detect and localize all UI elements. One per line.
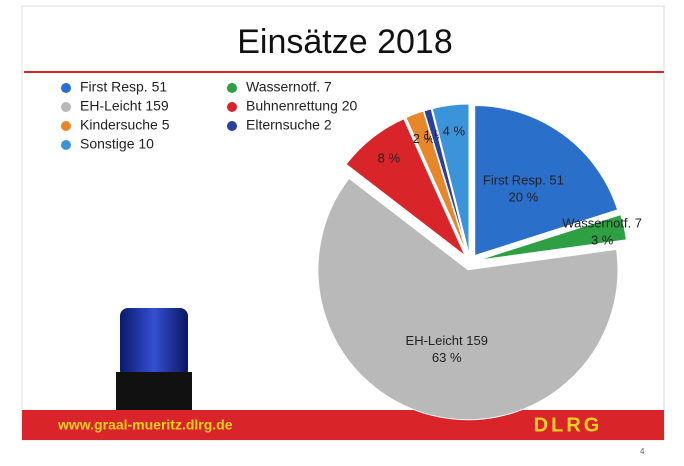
- page-number: 4: [640, 447, 645, 456]
- slice-percent: 3 %: [591, 233, 614, 248]
- slide: Einsätze 2018 www.graal-mueritz.dlrg.de …: [0, 0, 684, 461]
- legend-label: EH-Leicht 159: [80, 98, 169, 114]
- beacon: [116, 308, 192, 412]
- legend-label: Buhnenrettung 20: [246, 98, 358, 114]
- slice-percent: 20 %: [509, 189, 539, 204]
- legend-label: Elternsuche 2: [246, 117, 332, 133]
- slice-percent: 8 %: [378, 151, 401, 166]
- slice-label: First Resp. 51: [483, 172, 564, 187]
- legend-marker: [61, 121, 71, 131]
- chart-title: Einsätze 2018: [237, 23, 453, 61]
- legend-marker: [227, 121, 237, 131]
- legend-label: Wassernotf. 7: [246, 79, 332, 95]
- slice-percent: 63 %: [432, 350, 462, 365]
- legend-marker: [61, 102, 71, 112]
- legend-label: Sonstige 10: [80, 136, 154, 152]
- legend-marker: [61, 140, 71, 150]
- legend-marker: [61, 83, 71, 93]
- slice-percent: 4 %: [443, 123, 466, 138]
- footer-url: www.graal-mueritz.dlrg.de: [57, 417, 233, 433]
- slice-label: Wassernotf. 7: [562, 216, 642, 231]
- legend-label: First Resp. 51: [80, 79, 167, 95]
- legend-marker: [227, 102, 237, 112]
- slice-label: EH-Leicht 159: [406, 333, 488, 348]
- footer-logo: DLRG: [534, 414, 603, 436]
- legend-label: Kindersuche 5: [80, 117, 170, 133]
- legend-marker: [227, 83, 237, 93]
